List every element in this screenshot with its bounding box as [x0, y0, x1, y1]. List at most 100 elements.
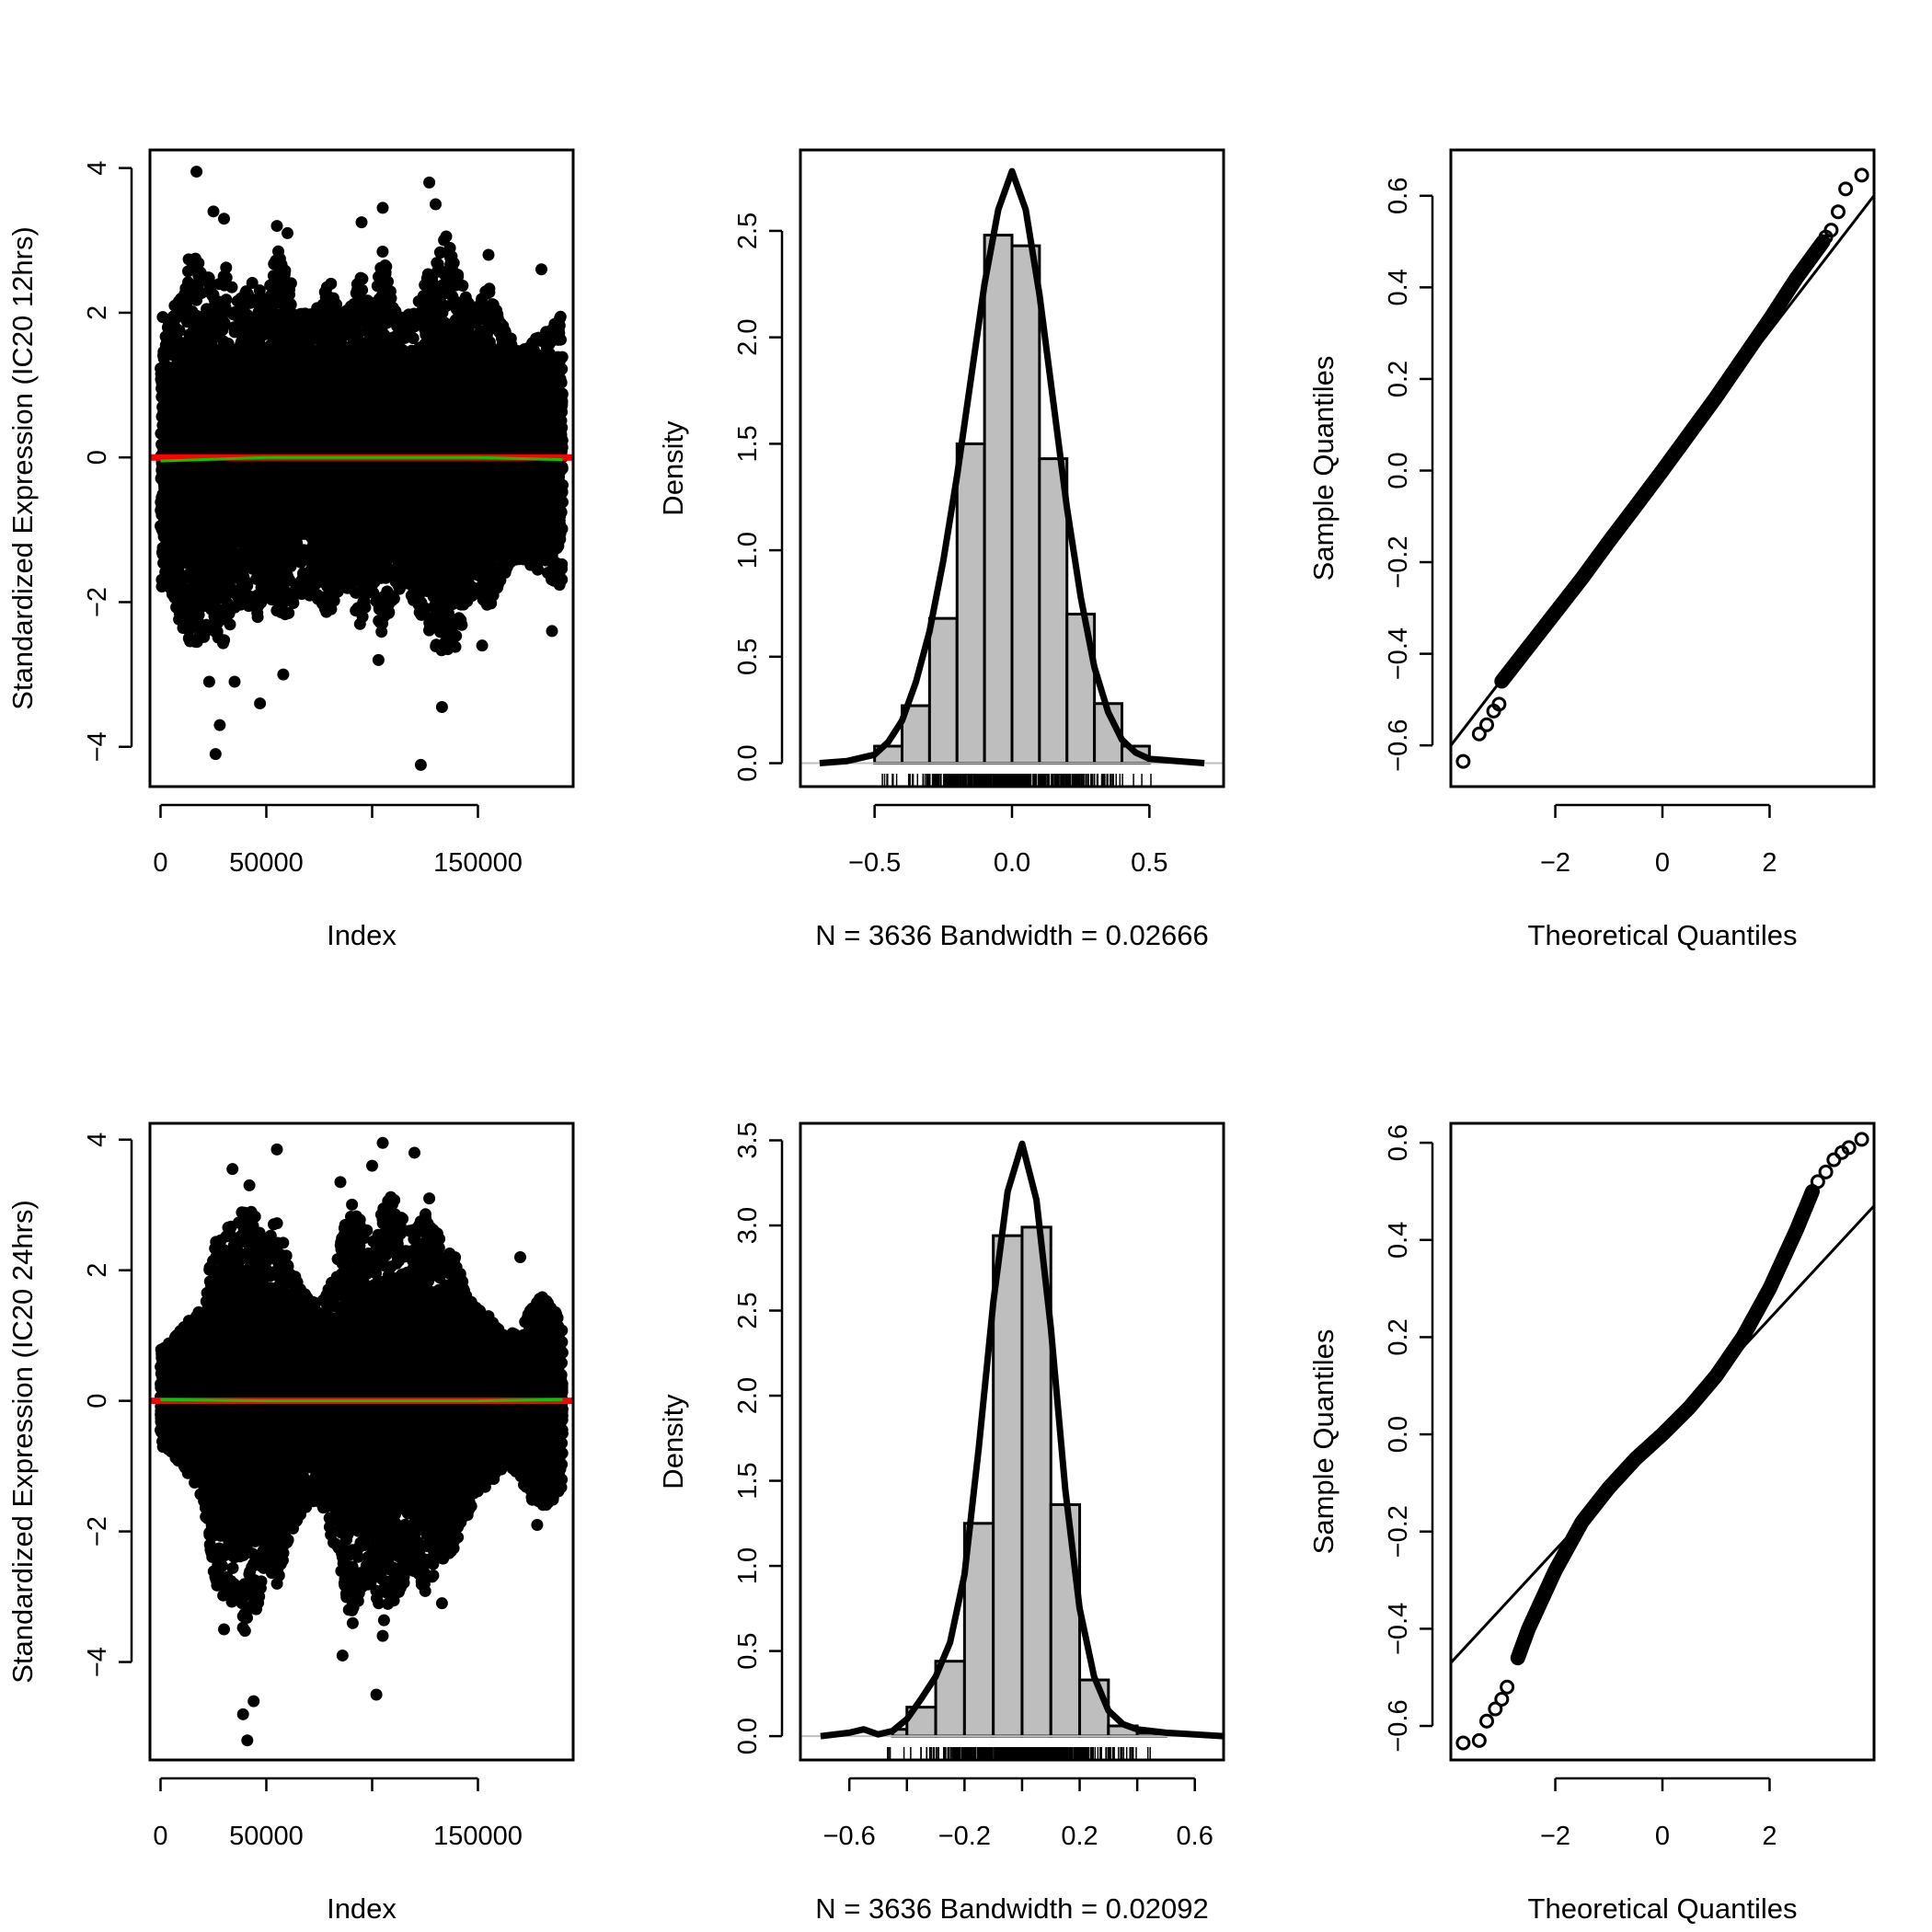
- y-tick-label: 0: [83, 450, 112, 465]
- data-point: [372, 653, 385, 666]
- data-point: [226, 1163, 239, 1176]
- y-tick-label: 0.6: [1384, 1124, 1413, 1161]
- qq-point: [1479, 717, 1495, 732]
- y-tick-label: 0.5: [733, 638, 763, 675]
- data-point: [423, 176, 436, 189]
- histogram-bars: [873, 234, 1151, 765]
- point-cloud-core: [160, 322, 563, 580]
- data-point: [514, 1250, 526, 1263]
- qq-points: [1455, 167, 1869, 769]
- y-tick-label: 0.4: [1384, 1222, 1413, 1259]
- point-cloud-core: [160, 1275, 563, 1542]
- data-point: [546, 625, 558, 638]
- data-point: [202, 675, 215, 688]
- data-point: [430, 198, 442, 211]
- y-tick-label: 0.0: [733, 744, 763, 781]
- histogram-bar: [992, 1234, 1024, 1738]
- y-tick-label: 0.0: [1384, 1416, 1413, 1453]
- qq-point: [1455, 753, 1471, 769]
- y-tick-label: −2: [83, 1516, 112, 1547]
- lowess-smooth-line: [160, 1397, 563, 1403]
- plot-frame: [1449, 148, 1876, 788]
- y-tick-label: −0.2: [1384, 535, 1413, 588]
- x-tick-label: 0.0: [994, 848, 1030, 878]
- qq-point: [1491, 696, 1507, 712]
- histogram-bar: [1038, 457, 1069, 765]
- data-point: [270, 1143, 283, 1156]
- data-point: [282, 226, 293, 239]
- y-tick-label: 3.5: [733, 1121, 763, 1158]
- y-axis-title: Sample Quantiles: [1307, 356, 1340, 581]
- data-point: [435, 1597, 448, 1610]
- data-point: [535, 263, 547, 276]
- plot-area: [800, 167, 1224, 787]
- qq-point: [1826, 1152, 1842, 1167]
- data-point: [476, 639, 489, 652]
- y-axis-title: Standardized Expression (IC20 24hrs): [6, 1200, 39, 1684]
- x-axis-title: Theoretical Quantiles: [1528, 919, 1798, 951]
- plot-area: [1451, 1132, 1874, 1751]
- y-tick-label: −0.6: [1384, 719, 1413, 772]
- data-point: [241, 1734, 254, 1747]
- data-point: [218, 213, 230, 225]
- x-tick-label: 150000: [433, 848, 523, 878]
- y-tick-label: 1.0: [733, 1547, 763, 1584]
- data-point: [414, 758, 427, 771]
- y-tick-label: 2: [83, 305, 112, 320]
- qq-point: [1471, 1732, 1487, 1748]
- y-tick-label: −0.6: [1384, 1699, 1413, 1752]
- x-tick-label: 2: [1762, 848, 1777, 878]
- plot-frame: [148, 1121, 575, 1762]
- x-axis-title: Index: [327, 1892, 397, 1925]
- histogram-bar: [983, 234, 1014, 765]
- y-axis-title: Density: [657, 1394, 689, 1489]
- data-point: [423, 1192, 436, 1205]
- histogram-bar: [955, 442, 986, 765]
- data-point: [408, 1146, 420, 1159]
- panel-index-plot-24hrs: 0 50000 150000 Index −4 −2 0 2 4 Standardized Exp…: [6, 1121, 575, 1925]
- y-tick-label: 2.0: [733, 319, 763, 356]
- data-point: [376, 201, 389, 214]
- y-tick-label: −0.2: [1384, 1505, 1413, 1558]
- x-axis-title: N = 3636 Bandwidth = 0.02666: [815, 919, 1208, 951]
- x-tick-label: 0: [153, 848, 167, 878]
- histogram-bar: [927, 616, 959, 765]
- y-axis-title: Density: [657, 420, 689, 516]
- x-tick-label: −0.5: [848, 848, 901, 878]
- y-tick-label: −0.4: [1384, 627, 1413, 680]
- plot-frame: [799, 1121, 1225, 1762]
- x-tick-label: −2: [1540, 1822, 1570, 1851]
- y-tick-label: −4: [83, 1647, 112, 1677]
- y-tick-label: 2.5: [733, 213, 763, 249]
- panel-density-plot-24hrs: −0.6 −0.2 0.2 0.6 N = 3636 Bandwidth = 0.020…: [657, 1121, 1225, 1925]
- x-tick-label: 50000: [229, 848, 304, 878]
- x-axis-title: Index: [327, 919, 397, 951]
- plot-frame: [799, 148, 1225, 788]
- data-point: [531, 1518, 544, 1531]
- data-point: [190, 166, 203, 178]
- x-tick-label: −0.6: [823, 1822, 876, 1851]
- y-tick-label: 3.0: [733, 1207, 763, 1244]
- qq-point: [1818, 1164, 1834, 1179]
- x-tick-label: 0.2: [1061, 1822, 1098, 1851]
- data-point: [207, 205, 220, 218]
- y-tick-label: 2.0: [733, 1377, 763, 1414]
- panel-qq-plot-24hrs: −2 0 2 Theoretical Quantiles −0.6 −0.4 −0.2 0.0…: [1307, 1121, 1876, 1925]
- qq-point: [1854, 1132, 1869, 1147]
- plot-frame: [148, 148, 575, 788]
- plot-area: [150, 1136, 573, 1747]
- x-tick-label: −0.2: [938, 1822, 991, 1851]
- y-tick-label: 0.0: [733, 1718, 763, 1754]
- data-point: [270, 220, 283, 233]
- data-point: [218, 1623, 230, 1636]
- plot-frame: [1449, 1121, 1876, 1762]
- panel-qq-plot-12hrs: −2 0 2 Theoretical Quantiles −0.6 −0.4 −0.2 0.0…: [1307, 148, 1876, 951]
- y-axis-title: Standardized Expression (IC20 12hrs): [6, 226, 39, 710]
- qq-point: [1494, 1691, 1510, 1707]
- x-axis-title: N = 3636 Bandwidth = 0.02092: [815, 1892, 1208, 1925]
- qq-point: [1500, 1679, 1515, 1695]
- data-point: [370, 1688, 383, 1701]
- data-point: [213, 719, 226, 731]
- data-point: [376, 1629, 389, 1642]
